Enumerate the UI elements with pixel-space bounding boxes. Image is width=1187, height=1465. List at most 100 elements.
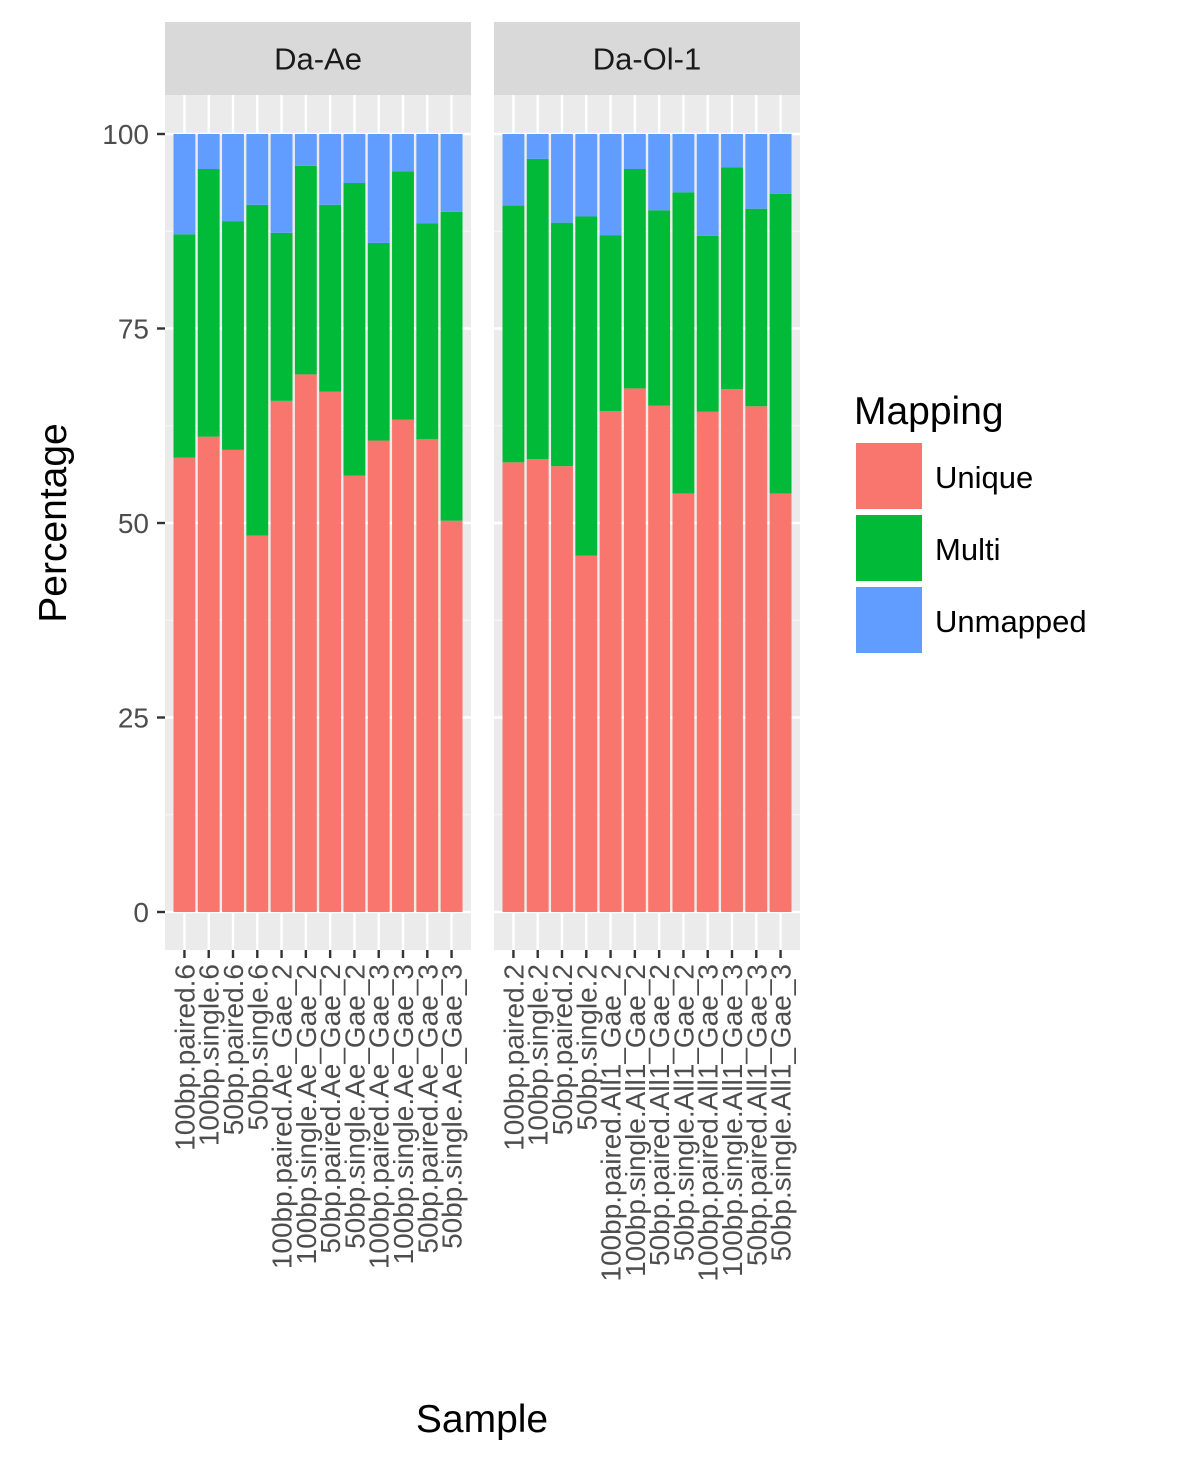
bar-unmapped xyxy=(270,134,293,233)
bar-unique xyxy=(392,419,414,912)
bar-multi xyxy=(440,211,463,521)
bar-multi xyxy=(575,216,598,556)
x-tick-label: 100bp.paired.6 xyxy=(169,964,200,1151)
bar-unmapped xyxy=(367,134,390,243)
x-tick-label: 100bp.paired.All1_Gae_3 xyxy=(693,964,724,1282)
y-tick-label: 0 xyxy=(133,897,149,928)
x-tick-label: 50bp.single.Ae_Gae_3 xyxy=(437,964,468,1249)
y-tick-label: 100 xyxy=(102,119,149,150)
bar-unique xyxy=(416,438,439,912)
x-tick-label: 50bp.paired.Ae_Gae_2 xyxy=(315,964,346,1254)
legend-key-unmapped xyxy=(856,587,922,653)
x-tick-label: 50bp.single.All1_Gae_2 xyxy=(668,964,699,1261)
x-tick-label: 50bp.paired.All1_Gae_3 xyxy=(741,964,772,1266)
bar-unmapped xyxy=(173,134,196,235)
bar-unique xyxy=(440,520,463,912)
x-tick-label: 100bp.paired.Ae_Gae_2 xyxy=(267,964,298,1269)
bar-multi xyxy=(526,158,549,460)
bar-unmapped xyxy=(502,134,525,206)
bar-multi xyxy=(672,192,695,494)
bar-unique xyxy=(270,400,293,912)
legend-title: Mapping xyxy=(854,390,1004,433)
bar-unmapped xyxy=(246,134,269,205)
x-tick-label: 50bp.paired.Ae_Gae_3 xyxy=(412,964,443,1254)
facet-panels: Da-Ae Da-Ol-1 xyxy=(165,22,800,950)
bar-unmapped xyxy=(392,134,414,172)
x-tick-label: 50bp.paired.2 xyxy=(547,964,578,1135)
y-tick-label: 75 xyxy=(118,314,149,345)
bar-unmapped xyxy=(575,134,598,217)
bar-multi xyxy=(502,205,525,463)
bar-unique xyxy=(769,493,792,912)
bar-multi xyxy=(319,204,342,392)
bar-unmapped xyxy=(343,134,366,184)
facet-strip-label: Da-Ol-1 xyxy=(593,42,702,77)
x-tick-label: 50bp.single.6 xyxy=(242,964,273,1131)
x-tick-label: 100bp.paired.Ae_Gae_3 xyxy=(364,964,395,1269)
bar-unique xyxy=(197,436,220,912)
bar-unique xyxy=(575,555,598,912)
bar-multi xyxy=(343,183,366,476)
bar-multi xyxy=(623,169,646,389)
bar-unique xyxy=(246,535,269,912)
bar-unmapped xyxy=(294,134,317,166)
facet-strip xyxy=(165,22,471,95)
bar-unique xyxy=(696,411,719,912)
bar-unique xyxy=(502,462,525,912)
x-tick-label: 50bp.paired.All1_Gae_2 xyxy=(644,964,675,1266)
x-tick-label: 100bp.single.All1_Gae_3 xyxy=(717,964,748,1277)
bar-multi xyxy=(551,222,573,467)
bar-multi xyxy=(599,235,622,411)
bar-multi xyxy=(294,165,317,375)
bar-unique xyxy=(367,440,390,912)
bar-unique xyxy=(623,388,646,912)
facet-0: Da-Ae xyxy=(165,22,471,950)
bar-unmapped xyxy=(551,134,573,223)
bar-unmapped xyxy=(319,134,342,205)
legend: Mapping Unique Multi Unmapped xyxy=(854,390,1087,653)
bar-unmapped xyxy=(769,134,792,194)
bar-unique xyxy=(222,449,244,912)
bar-unmapped xyxy=(440,134,463,212)
x-tick-label: 100bp.single.Ae_Gae_3 xyxy=(388,964,419,1264)
bar-unique xyxy=(721,389,743,913)
bar-unmapped xyxy=(197,134,220,170)
bar-multi xyxy=(721,167,743,390)
x-tick-label: 100bp.single.6 xyxy=(194,964,225,1146)
bar-multi xyxy=(696,235,719,412)
bar-unmapped xyxy=(696,134,719,236)
x-tick-label: 100bp.paired.2 xyxy=(498,964,529,1151)
bar-unmapped xyxy=(222,134,244,222)
bar-unique xyxy=(173,457,196,912)
legend-label: Unmapped xyxy=(935,604,1087,639)
legend-key-unique xyxy=(856,443,922,509)
facet-strip xyxy=(494,22,800,95)
x-tick-label: 50bp.paired.6 xyxy=(218,964,249,1135)
bar-unique xyxy=(599,410,622,912)
x-tick-label: 50bp.single.All1_Gae_3 xyxy=(766,964,797,1261)
bar-unique xyxy=(343,475,366,912)
y-axis: 0 25 50 75 100 xyxy=(102,119,165,928)
bar-unmapped xyxy=(599,134,622,236)
legend-label: Unique xyxy=(935,460,1033,495)
bar-multi xyxy=(648,210,671,406)
bar-unmapped xyxy=(672,134,695,193)
bar-multi xyxy=(745,208,768,407)
bar-unmapped xyxy=(745,134,768,209)
facet-strip-label: Da-Ae xyxy=(274,42,362,77)
bar-unique xyxy=(294,374,317,913)
bar-unmapped xyxy=(623,134,646,170)
bar-multi xyxy=(222,221,244,450)
bar-unique xyxy=(526,459,549,912)
bar-unique xyxy=(672,493,695,912)
legend-key-multi xyxy=(856,515,922,581)
y-tick-label: 25 xyxy=(118,703,149,734)
x-tick-label: 100bp.single.Ae_Gae_2 xyxy=(291,964,322,1264)
x-tick-label: 50bp.single.Ae_Gae_2 xyxy=(339,964,370,1249)
bar-unique xyxy=(648,405,671,912)
x-tick-label: 100bp.single.All1_Gae_2 xyxy=(620,964,651,1277)
bar-multi xyxy=(197,169,220,437)
bar-unmapped xyxy=(721,134,743,168)
bar-multi xyxy=(270,232,293,401)
